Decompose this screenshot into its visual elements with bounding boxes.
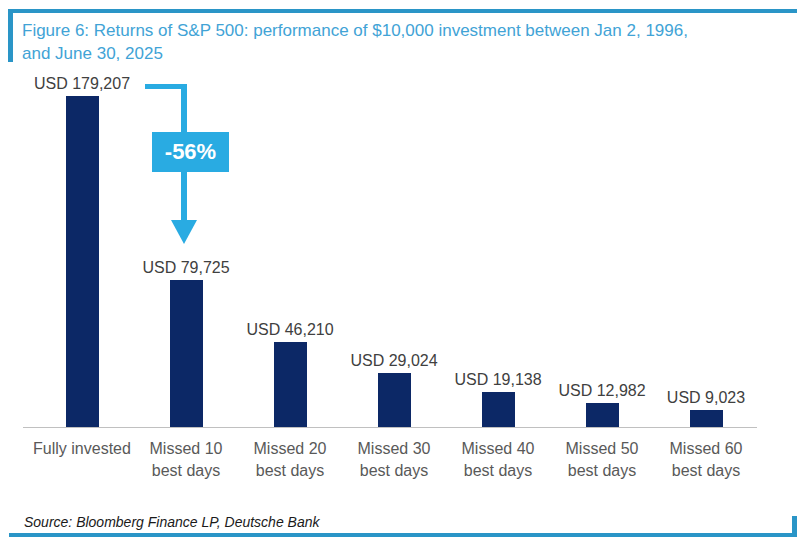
bar [378,373,411,427]
bottom-right-accent [792,516,797,537]
x-axis-category-label: Missed 40 best days [438,438,558,482]
bar [170,280,203,427]
bottom-rule [9,533,797,537]
bar [66,96,99,427]
x-axis-category-label: Missed 20 best days [230,438,350,482]
figure-container: Figure 6: Returns of S&P 500: performanc… [0,0,807,549]
bar-value-label: USD 29,024 [324,352,464,369]
x-axis-category-label: Missed 30 best days [334,438,454,482]
bar-value-label: USD 179,207 [12,75,152,92]
x-axis-category-label: Fully invested [22,438,142,460]
chart-plot-area: -56% USD 179,207 Fully invested USD 79,725… [0,0,807,549]
x-axis-category-label: Missed 10 best days [126,438,246,482]
x-axis-category-label: Missed 60 best days [646,438,766,482]
bar [482,392,515,427]
bar [690,410,723,427]
bar-value-label: USD 79,725 [116,259,256,276]
x-axis-category-label: Missed 50 best days [542,438,662,482]
x-axis-line [23,427,757,428]
bar-value-label: USD 9,023 [636,389,776,406]
source-note: Source: Bloomberg Finance LP, Deutsche B… [24,514,319,530]
bar [586,403,619,427]
decline-percentage-badge: -56% [152,132,229,172]
bar [274,342,307,427]
bar-value-label: USD 46,210 [220,321,360,338]
